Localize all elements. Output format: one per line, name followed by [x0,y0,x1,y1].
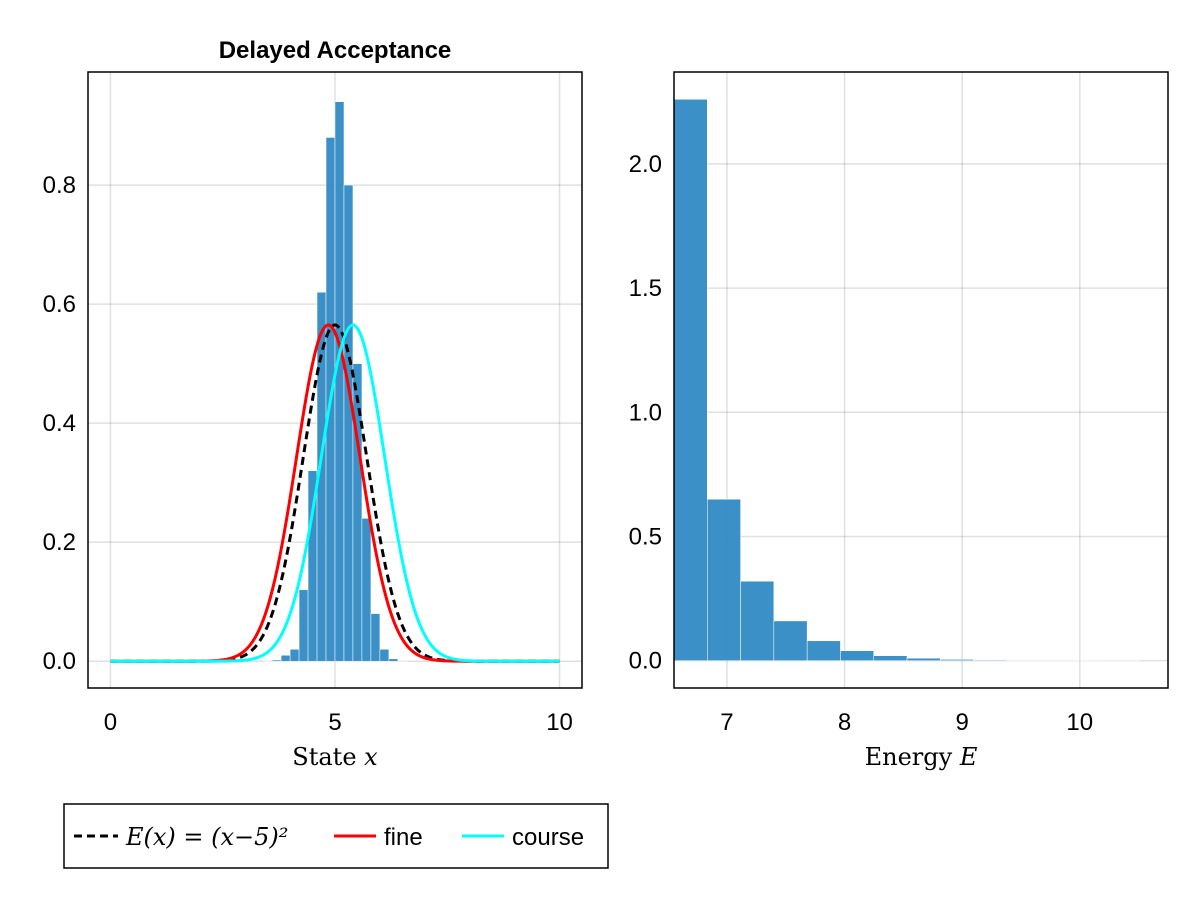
chart-title: Delayed Acceptance [219,37,452,64]
right-histogram-bar [707,498,741,661]
legend-label-course: course [512,824,584,851]
right-xtick-label: 10 [1066,709,1093,736]
legend-label-energy: E(x) = (x−5)² [125,823,288,851]
right-histogram-bar [673,99,708,661]
right-histogram-bar [840,650,874,661]
right-histogram-bar [773,620,808,661]
right-ytick-label: 2.0 [629,151,662,178]
state-histogram-axis: Delayed Acceptance 0 5 10 0.0 0.2 0.4 0.6 0.8 S… [43,37,583,771]
right-histogram-bar [806,640,841,661]
energy-histogram-axis: 7 8 9 10 0.0 0.5 1.0 1.5 2.0 Energy E [629,71,1169,771]
legend-label-fine: fine [384,824,423,851]
left-xtick-label: 5 [328,709,341,736]
right-xtick-label: 7 [720,709,733,736]
left-xtick-label: 10 [546,709,573,736]
left-histogram-bar [370,613,381,662]
right-ytick-label: 0.0 [629,648,662,675]
left-ytick-label: 0.4 [43,410,76,437]
right-ytick-label: 1.0 [629,399,662,426]
left-xtick-label: 0 [104,709,117,736]
x-axis-label-energy: Energy E [865,743,978,771]
right-ytick-label: 0.5 [629,523,662,550]
left-ytick-label: 0.6 [43,291,76,318]
course-curve [110,323,560,663]
left-histogram-bar [352,363,363,662]
right-histogram-bar [873,655,908,661]
right-plot-frame [673,71,1169,689]
right-histogram-bar [973,659,1008,661]
left-ytick-label: 0.0 [43,648,76,675]
left-histogram-bar [334,101,345,662]
left-histogram-bar [262,660,273,662]
left-histogram-bar [298,589,309,662]
left-ytick-label: 0.8 [43,172,76,199]
legend: E(x) = (x−5)² fine course [63,803,609,869]
x-axis-label-state: State x [292,743,378,771]
right-histogram-bar [906,657,941,661]
right-histogram-bar [740,580,775,661]
right-xtick-label: 8 [838,709,851,736]
energy-curve [110,323,560,663]
right-xtick-label: 9 [955,709,968,736]
left-histogram-bar [397,660,408,662]
right-histogram-bar [940,659,974,661]
left-histogram-bar [379,649,390,662]
left-ytick-label: 0.2 [43,529,76,556]
left-plot-frame [87,71,583,689]
right-ytick-label: 1.5 [629,275,662,302]
left-histogram-bar [289,649,300,662]
left-histogram-bar [280,655,291,662]
left-histogram-bar [271,659,282,662]
left-histogram-bar [388,658,399,662]
left-histogram-bar [343,184,354,662]
left-histogram-bar [361,518,372,662]
